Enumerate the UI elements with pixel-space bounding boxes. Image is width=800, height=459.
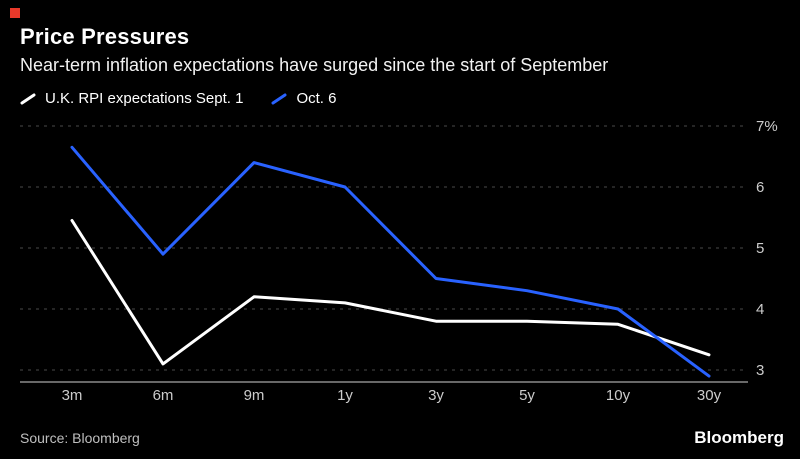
x-tick-label: 5y: [519, 387, 535, 404]
white-line-swatch-icon: [20, 93, 36, 104]
x-tick-label: 6m: [153, 387, 174, 404]
y-tick-label: 4: [756, 301, 764, 318]
bloomberg-logo: Bloomberg: [694, 428, 784, 447]
chart-subtitle: Near-term inflation expectations have su…: [20, 55, 609, 75]
x-tick-label: 30y: [697, 387, 722, 404]
legend-item-sept1: U.K. RPI expectations Sept. 1: [18, 90, 243, 107]
x-tick-label: 10y: [606, 387, 631, 404]
series-line-oct6: [70, 145, 711, 378]
legend-label: Oct. 6: [296, 90, 337, 107]
red-square-marker: [10, 8, 20, 18]
blue-line-swatch-icon: [271, 93, 287, 104]
y-tick-label: 6: [756, 179, 764, 196]
y-tick-label: 7%: [756, 118, 778, 135]
x-tick-label: 3y: [428, 387, 444, 404]
x-tick-label: 9m: [244, 387, 265, 404]
page-title: Price Pressures: [20, 24, 190, 49]
source-text: Source: Bloomberg: [20, 430, 140, 446]
red-square: [10, 8, 20, 18]
y-tick-label: 5: [756, 240, 764, 257]
x-tick-label: 3m: [62, 387, 83, 404]
legend-item-oct6: Oct. 6: [269, 90, 336, 107]
series-line-sept1: [70, 219, 711, 366]
legend-label: U.K. RPI expectations Sept. 1: [45, 90, 244, 107]
chart-legend: U.K. RPI expectations Sept. 1 Oct. 6: [18, 90, 336, 107]
line-chart: 3 4 5 6 7% 3m 6m 9m 1y 3y 5y 10y 30y: [20, 118, 778, 404]
x-tick-label: 1y: [337, 387, 353, 404]
y-tick-label: 3: [756, 362, 764, 379]
